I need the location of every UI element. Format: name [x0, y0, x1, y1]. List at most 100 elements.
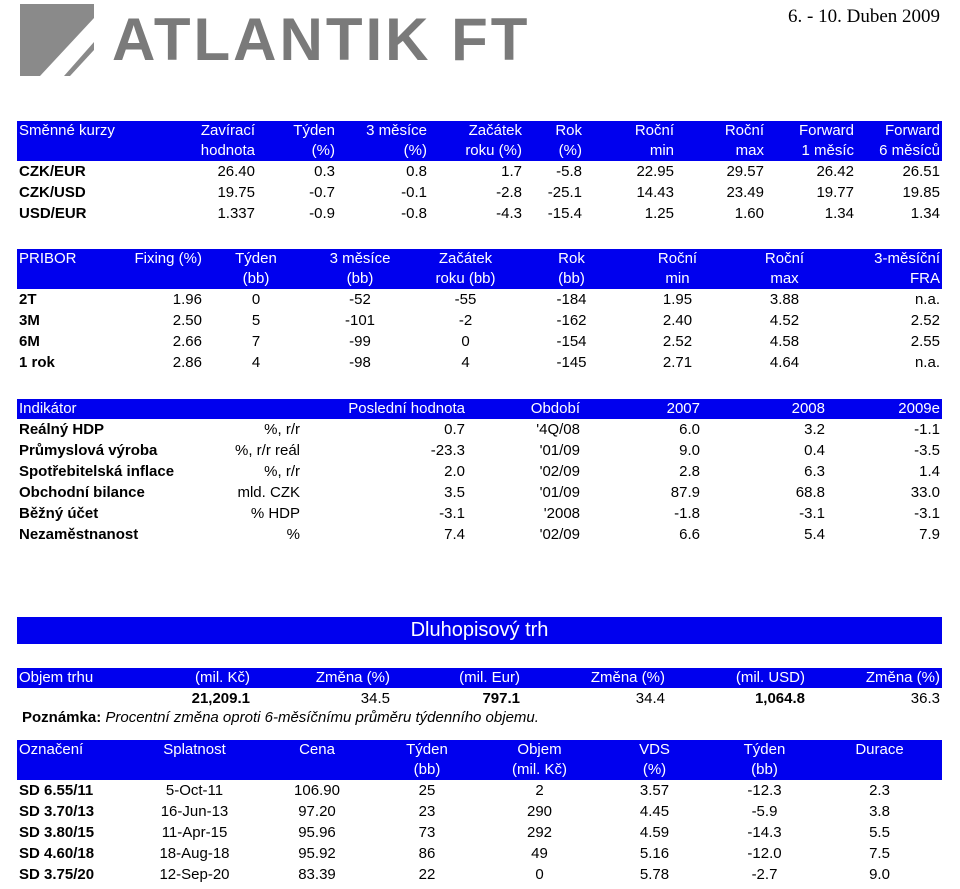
indicators-header: Indikátor: [17, 399, 197, 419]
indicator-row-cell: '01/09: [539, 484, 580, 501]
pribor-header: [89, 269, 204, 289]
indicator-row-cell: %: [286, 526, 300, 543]
indicator-row-cell: '2008: [543, 505, 580, 522]
fx-header: (%): [257, 141, 337, 161]
bond-row-cell: 290: [526, 803, 553, 820]
pribor-row-cell: 2.52: [910, 312, 940, 329]
pribor-header: (bb): [308, 269, 412, 289]
pribor-row-cell: 3M: [19, 312, 40, 329]
indicator-row-cell: 0.4: [804, 442, 825, 459]
fx-header-row-2: hodnota (%) (%) roku (%) (%) min max 1 m…: [17, 141, 942, 161]
indicators-header-row: Indikátor Poslední hodnota Období 2007 2…: [17, 399, 942, 419]
pribor-row-cell: 2.55: [910, 333, 940, 350]
bonds-header: (mil. Kč): [482, 760, 597, 780]
fx-row-cell: 14.43: [636, 184, 674, 201]
bond-row-cell: 86: [418, 845, 436, 862]
bonds-header: VDS: [597, 740, 712, 760]
volume-header: (mil. Kč): [132, 668, 252, 688]
pribor-row-cell: -184: [556, 291, 587, 308]
bond-row-cell: 2.3: [869, 782, 890, 799]
fx-header: (%): [337, 141, 429, 161]
pribor-row-cell: 0: [461, 333, 470, 350]
fx-row-cell: USD/EUR: [19, 205, 87, 222]
indicators-header: Poslední hodnota: [302, 399, 467, 419]
indicator-row-cell: -3.1: [914, 505, 940, 522]
pribor-header: Roční: [624, 249, 731, 269]
volume-header-row: Objem trhu (mil. Kč) Změna (%) (mil. Eur…: [17, 668, 942, 688]
indicators-header: 2008: [702, 399, 827, 419]
volume-cell: 1,064.8: [754, 690, 805, 707]
pribor-row-cell: -52: [349, 291, 371, 308]
volume-cell: 797.1: [482, 690, 520, 707]
bonds-header: Týden: [712, 740, 817, 760]
fx-row-cell: 1.60: [734, 205, 764, 222]
pribor-header: Roční: [731, 249, 838, 269]
bond-row-cell: 11-Apr-15: [161, 824, 228, 841]
pribor-row: 2T 1.96 0 -52 -55 -184 1.95 3.88 n.a.: [17, 289, 942, 310]
indicator-row-cell: Nezaměstnanost: [19, 526, 139, 543]
fx-row-cell: -0.7: [309, 184, 335, 201]
indicator-row-cell: 2.8: [679, 463, 700, 480]
indicators-table: Indikátor Poslední hodnota Období 2007 2…: [17, 399, 942, 545]
indicator-row-cell: '4Q/08: [536, 421, 580, 438]
indicator-row-cell: 6.6: [679, 526, 700, 543]
pribor-header: (bb): [204, 269, 308, 289]
indicator-row-cell: '01/09: [539, 442, 580, 459]
bonds-header: (bb): [712, 760, 817, 780]
indicator-row-cell: 1.4: [919, 463, 940, 480]
pribor-row-cell: -162: [556, 312, 587, 329]
fx-row: CZK/EUR 26.40 0.3 0.8 1.7 -5.8 22.95 29.57 26.42…: [17, 161, 942, 182]
fx-row-cell: 23.49: [726, 184, 764, 201]
bond-row-cell: 5.16: [639, 845, 670, 862]
pribor-row-cell: n.a.: [914, 354, 940, 371]
fx-row-cell: -2.8: [496, 184, 522, 201]
pribor-header: [17, 269, 89, 289]
fx-header: Forward: [856, 121, 942, 141]
fx-rates-table: Směnné kurzy Zavírací Týden 3 měsíce Zač…: [17, 121, 942, 224]
bond-row-cell: 49: [531, 845, 548, 862]
pribor-row-cell: -145: [556, 354, 587, 371]
volume-cell: 36.3: [910, 690, 940, 707]
fx-row-cell: -15.4: [547, 205, 582, 222]
pribor-header: roku (bb): [412, 269, 519, 289]
bonds-header-row-1: Označení Splatnost Cena Týden Objem VDS …: [17, 740, 942, 760]
volume-row: 21,209.1 34.5 797.1 34.4 1,064.8 36.3: [17, 688, 942, 709]
bond-row: SD 3.80/15 11-Apr-15 95.96 73 292 4.59 -14.3 5.…: [17, 822, 942, 843]
bond-row-cell: 4.45: [639, 803, 670, 820]
bond-row: SD 3.75/20 12-Sep-20 83.39 22 0 5.78 -2.7 9.0: [17, 864, 942, 885]
pribor-header: Fixing (%): [89, 249, 204, 269]
pribor-row-cell: 2T: [19, 291, 37, 308]
indicator-row-cell: Spotřebitelská inflace: [19, 463, 175, 480]
indicators-header: 2007: [582, 399, 702, 419]
indicator-row: Obchodní bilance mld. CZK 3.5 '01/09 87.9 68.…: [17, 482, 942, 503]
pribor-header-row-1: PRIBOR Fixing (%) Týden 3 měsíce Začátek…: [17, 249, 942, 269]
pribor-row-cell: 3.88: [769, 291, 800, 308]
fx-row-cell: 0.3: [314, 163, 335, 180]
indicator-row-cell: %, r/r: [264, 463, 300, 480]
pribor-header: min: [624, 269, 731, 289]
market-volume-table: Objem trhu (mil. Kč) Změna (%) (mil. Eur…: [17, 668, 942, 709]
fx-header: Začátek: [429, 121, 524, 141]
bond-row-cell: 3.8: [869, 803, 890, 820]
fx-header: Zavírací: [167, 121, 257, 141]
bond-row-cell: 5.5: [869, 824, 890, 841]
bond-row-cell: 23: [418, 803, 436, 820]
bonds-header: [262, 760, 372, 780]
pribor-row-cell: 4.52: [769, 312, 800, 329]
indicator-row: Spotřebitelská inflace %, r/r 2.0 '02/09 2.8…: [17, 461, 942, 482]
fx-row: CZK/USD 19.75 -0.7 -0.1 -2.8 -25.1 14.43 23.49 1…: [17, 182, 942, 203]
pribor-header: 3 měsíce: [308, 249, 412, 269]
bond-row-cell: 106.90: [294, 782, 340, 799]
pribor-row-cell: 2.40: [662, 312, 693, 329]
indicator-row: Nezaměstnanost% 7.4 '02/09 6.6 5.4 7.9: [17, 524, 942, 545]
pribor-row-cell: 4: [461, 354, 470, 371]
pribor-row-cell: 1.96: [172, 291, 202, 308]
fx-row-cell: 29.57: [726, 163, 764, 180]
fx-row-cell: 26.40: [217, 163, 255, 180]
pribor-row-cell: 2.66: [172, 333, 202, 350]
indicators-header: [197, 399, 302, 419]
bonds-header: (%): [597, 760, 712, 780]
volume-header: Změna (%): [252, 668, 392, 688]
indicator-row-cell: %, r/r: [264, 421, 300, 438]
bond-row-cell: SD 3.70/13: [19, 803, 95, 820]
